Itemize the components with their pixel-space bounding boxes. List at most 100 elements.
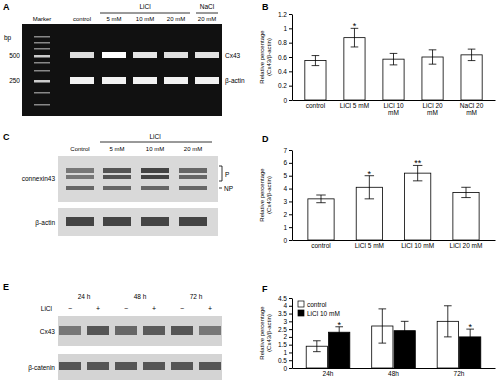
tick: 1 bbox=[283, 224, 292, 231]
band bbox=[141, 186, 169, 190]
error-bar bbox=[461, 187, 470, 197]
tick: control bbox=[311, 240, 331, 249]
tick-label-line: NaCl 20 bbox=[460, 102, 484, 109]
tick: NaCl 20mM bbox=[460, 100, 484, 116]
band bbox=[87, 362, 109, 370]
axis-line bbox=[292, 299, 293, 369]
tick-mark bbox=[289, 150, 292, 151]
label: β-actin bbox=[225, 77, 245, 85]
tick-label: 0.8 bbox=[278, 39, 287, 46]
bar bbox=[308, 199, 334, 240]
band bbox=[66, 186, 94, 190]
band bbox=[103, 186, 131, 190]
tick-mark bbox=[289, 329, 292, 330]
ladder-band bbox=[34, 55, 50, 58]
chart-panel: *00.20.40.60.811.2controlLiCl 5 mMLiCl 1… bbox=[259, 2, 496, 116]
tick-mark bbox=[289, 176, 292, 177]
band bbox=[179, 186, 207, 190]
band bbox=[164, 52, 188, 58]
band bbox=[171, 326, 193, 335]
label: NaCl bbox=[200, 3, 215, 10]
label: A bbox=[3, 2, 10, 12]
error-bar bbox=[444, 306, 452, 337]
ladder-band bbox=[34, 48, 50, 50]
label: connexin43 bbox=[22, 175, 56, 182]
label: 5 mM bbox=[107, 16, 122, 22]
panel-title: F bbox=[262, 284, 268, 294]
band bbox=[179, 175, 207, 179]
tick-mark bbox=[289, 227, 292, 228]
axis-line bbox=[292, 151, 293, 241]
significance: ** bbox=[414, 158, 422, 168]
gel-panel-c: CLiClControl5 mM10 mM20 mMconnexin43β-ac… bbox=[3, 132, 233, 236]
tick-mark bbox=[289, 189, 292, 190]
significance: * bbox=[468, 322, 472, 332]
error-bar bbox=[365, 176, 374, 199]
blot-background bbox=[58, 354, 222, 380]
legend-swatch bbox=[298, 310, 304, 316]
tick: 1 bbox=[283, 25, 292, 32]
tick: 0.8 bbox=[278, 39, 292, 46]
tick-mark bbox=[289, 321, 292, 322]
label: LiCl bbox=[41, 305, 53, 312]
tick-label: 0 bbox=[283, 237, 287, 244]
tick-mark bbox=[289, 86, 292, 87]
label: LiCl bbox=[139, 3, 151, 10]
tick: 4 bbox=[283, 185, 292, 192]
band bbox=[115, 362, 137, 370]
tick-label: 24h bbox=[323, 370, 334, 377]
legend: controlLiCl 10 mM bbox=[298, 301, 340, 317]
marks bbox=[306, 306, 481, 368]
tick: 24h bbox=[323, 368, 334, 377]
tick-label-line: mM bbox=[388, 109, 399, 116]
ladder-band bbox=[34, 36, 50, 38]
tick-label: 1 bbox=[283, 349, 287, 356]
label: 5 mM bbox=[110, 146, 125, 152]
tick-label: 4 bbox=[283, 302, 287, 309]
significance: * bbox=[368, 169, 372, 179]
blot-background bbox=[58, 316, 222, 346]
tick-label: NaCl 20mM bbox=[460, 102, 484, 116]
tick-label: 3 bbox=[283, 198, 287, 205]
tick: 3.5 bbox=[278, 310, 292, 317]
band bbox=[133, 77, 157, 84]
tick-mark bbox=[289, 298, 292, 299]
panel-title: B bbox=[262, 2, 269, 12]
band bbox=[199, 362, 221, 370]
legend-swatch bbox=[298, 301, 304, 307]
label: + bbox=[96, 305, 100, 312]
tick-label: 3 bbox=[283, 318, 287, 325]
tick: 2 bbox=[283, 211, 292, 218]
tick-mark bbox=[289, 337, 292, 338]
tick: LiCl 5 mM bbox=[355, 240, 384, 249]
tick-label: 1 bbox=[283, 224, 287, 231]
label: 72 h bbox=[190, 293, 203, 300]
tick-mark bbox=[289, 214, 292, 215]
error-bar bbox=[429, 50, 437, 64]
band bbox=[59, 362, 81, 370]
significance: * bbox=[337, 320, 341, 330]
band bbox=[66, 217, 94, 226]
tick: 2 bbox=[283, 333, 292, 340]
label: + bbox=[208, 305, 212, 312]
tick-label: 7 bbox=[283, 147, 287, 154]
band bbox=[102, 77, 126, 84]
band bbox=[164, 77, 188, 84]
tick-label: 2 bbox=[283, 333, 287, 340]
band bbox=[66, 168, 94, 173]
marks bbox=[305, 28, 482, 100]
tick: 0.6 bbox=[278, 54, 292, 61]
tick-label: 3.5 bbox=[278, 310, 287, 317]
y-axis: 00.511.522.533.544.5 bbox=[278, 295, 293, 372]
tick-mark bbox=[289, 71, 292, 72]
tick: 0.4 bbox=[278, 68, 292, 75]
tick-label: LiCl 20 mM bbox=[450, 242, 483, 249]
label: 250 bbox=[9, 77, 20, 84]
y-axis: 00.20.40.60.811.2 bbox=[278, 11, 293, 104]
label: Cx43 bbox=[40, 328, 56, 335]
tick: 1.5 bbox=[278, 341, 292, 348]
bar bbox=[453, 192, 479, 240]
tick-label: 48h bbox=[388, 370, 399, 377]
tick: 0 bbox=[283, 97, 292, 104]
label: LiCl bbox=[149, 133, 161, 140]
